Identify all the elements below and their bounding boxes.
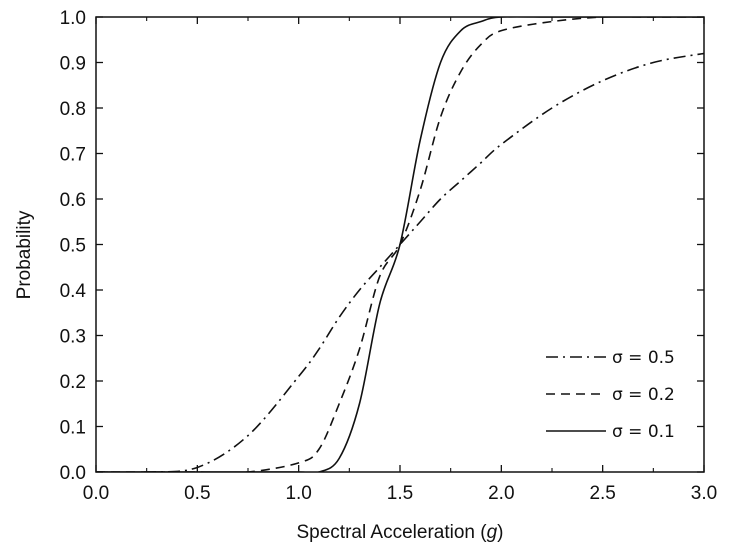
y-tick-label: 0.5 [60,236,86,257]
series-line-1 [96,52,704,472]
y-tick-label: 0.6 [60,190,86,211]
y-tick-label: 0.3 [60,327,86,348]
x-tick-label: 0.0 [83,483,109,504]
legend: σ = 0.5 σ = 0.2 σ = 0.1 [546,348,675,442]
y-tick-label: 0.7 [60,145,86,166]
x-tick-label: 2.0 [488,483,514,504]
y-tick-labels: 0.0 0.1 0.2 0.3 0.4 0.5 0.6 0.7 0.8 0.9 1.0 [60,8,87,484]
y-tick-label: 0.1 [60,418,86,439]
legend-label-2: σ = 0.2 [612,385,675,405]
x-tick-label: 0.5 [184,483,210,504]
y-tick-label: 0.0 [60,463,86,484]
x-tick-label: 3.0 [691,483,717,504]
y-tick-label: 0.8 [60,99,86,120]
series-lines [96,17,704,472]
x-tick-label: 1.0 [285,483,311,504]
x-tick-label: 2.5 [589,483,615,504]
y-tick-label: 0.9 [60,54,86,75]
y-tick-label: 1.0 [60,8,86,29]
y-axis-title: Probability [14,210,35,299]
legend-label-3: σ = 0.1 [612,422,675,442]
axis-ticks [95,16,705,473]
x-tick-labels: 0.0 0.5 1.0 1.5 2.0 2.5 3.0 [83,483,717,504]
series-line-3 [96,17,704,472]
y-tick-label: 0.2 [60,372,86,393]
x-axis-title: Spectral Acceleration (g) [297,522,504,543]
y-tick-label: 0.4 [60,281,87,302]
legend-label-1: σ = 0.5 [612,348,675,368]
x-tick-label: 1.5 [387,483,413,504]
